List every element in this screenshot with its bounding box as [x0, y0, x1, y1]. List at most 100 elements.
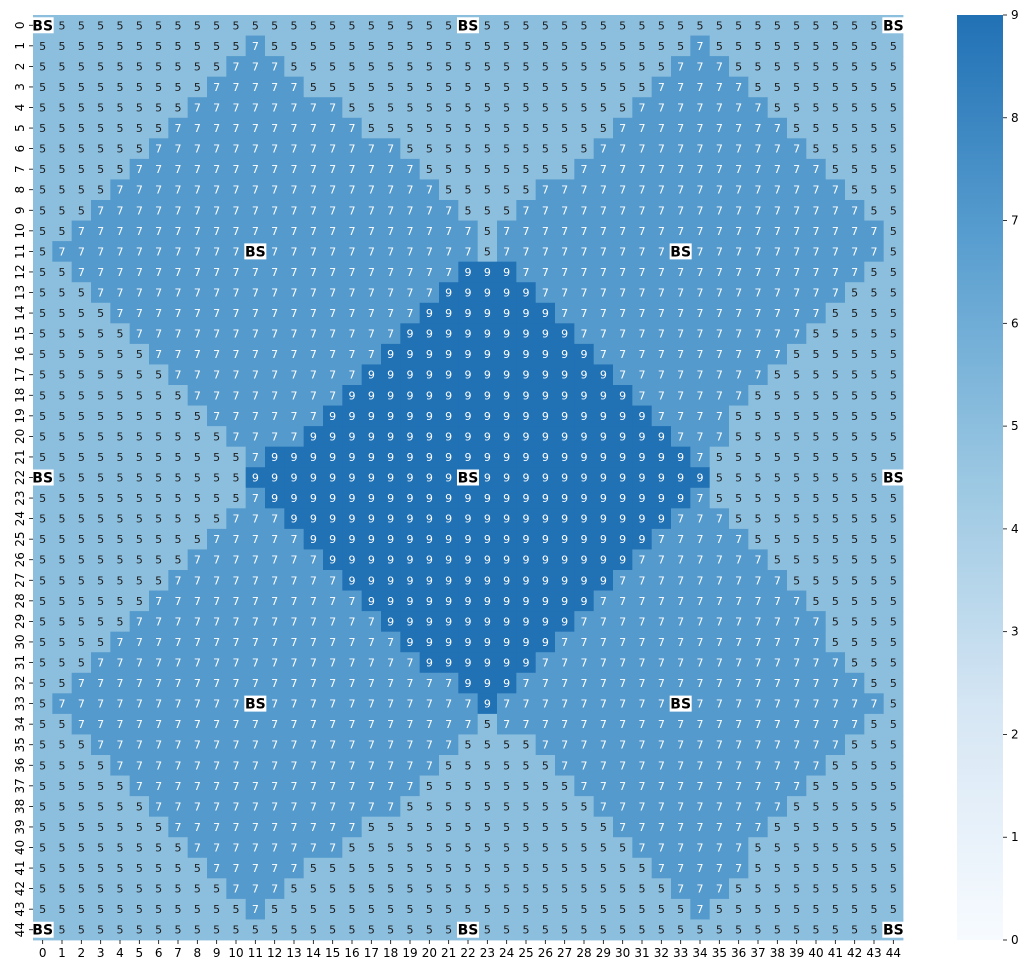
- heatmap-cell: [323, 343, 343, 365]
- heatmap-cell-value: 7: [774, 287, 781, 300]
- heatmap-cell: [535, 426, 556, 448]
- heatmap-cell: [613, 241, 633, 263]
- heatmap-cell: [439, 76, 459, 98]
- heatmap-cell-value: 7: [677, 513, 684, 526]
- heatmap-cell-value: 5: [465, 821, 472, 834]
- heatmap-cell-value: 9: [503, 266, 510, 279]
- heatmap-cell-value: 7: [117, 204, 124, 217]
- heatmap-cell: [168, 179, 189, 201]
- heatmap-cell-value: 5: [755, 81, 762, 94]
- heatmap-cell-value: 7: [581, 636, 588, 649]
- heatmap-cell: [787, 302, 807, 324]
- heatmap-cell: [787, 343, 807, 365]
- heatmap-cell: [168, 261, 189, 283]
- heatmap-cell: [748, 76, 769, 98]
- heatmap-cell-value: 5: [59, 410, 66, 423]
- heatmap-cell: [303, 138, 324, 160]
- heatmap-cell-value: 5: [194, 451, 201, 464]
- heatmap-cell: [825, 343, 846, 365]
- heatmap-cell-value: 7: [697, 492, 704, 505]
- heatmap-cell-value: 7: [252, 184, 259, 197]
- heatmap-cell: [439, 446, 459, 468]
- x-tick-label: 31: [634, 946, 649, 960]
- heatmap-cell-value: 7: [136, 677, 143, 690]
- heatmap-cell-value: 5: [890, 677, 897, 690]
- heatmap-cell-value: 5: [851, 451, 858, 464]
- heatmap-cell-value: 9: [658, 492, 665, 505]
- heatmap-cell: [593, 343, 614, 365]
- heatmap-cell: [361, 35, 382, 57]
- heatmap-cell-value: 5: [793, 19, 800, 32]
- heatmap-cell-value: 7: [677, 143, 684, 156]
- heatmap-cell-value: 7: [619, 328, 626, 341]
- heatmap-cell-value: 9: [349, 389, 356, 402]
- heatmap-cell-value: 5: [871, 102, 878, 115]
- heatmap-cell-value: 7: [523, 245, 530, 258]
- heatmap-cell-value: 7: [213, 184, 220, 197]
- heatmap-cell-value: 5: [329, 60, 336, 73]
- heatmap-cell: [168, 158, 189, 180]
- heatmap-cell: [729, 487, 749, 509]
- heatmap-cell: [845, 261, 865, 283]
- heatmap-cell: [284, 570, 305, 591]
- heatmap-cell: [883, 97, 904, 119]
- heatmap-cell: [71, 611, 92, 633]
- heatmap-cell: [555, 282, 575, 304]
- heatmap-cell-value: 7: [213, 677, 220, 690]
- heatmap-cell-value: 7: [755, 657, 762, 670]
- heatmap-cell: [632, 590, 653, 612]
- heatmap-cell: [323, 508, 343, 530]
- heatmap-cell-value: 7: [233, 800, 240, 813]
- heatmap-cell-value: 7: [175, 163, 182, 176]
- heatmap-cell: [864, 631, 885, 653]
- heatmap-cell-value: 9: [542, 307, 549, 320]
- heatmap-cell-value: 5: [813, 410, 820, 423]
- heatmap-cell-value: 5: [155, 862, 162, 875]
- heatmap-cell: [226, 487, 247, 509]
- heatmap-cell: [284, 323, 305, 345]
- heatmap-cell-value: 7: [175, 698, 182, 711]
- heatmap-cell-value: 7: [175, 184, 182, 197]
- heatmap-cell-value: 5: [503, 143, 510, 156]
- heatmap-cell-value: 7: [851, 204, 858, 217]
- heatmap-cell-value: 7: [194, 698, 201, 711]
- heatmap-cell: [361, 179, 382, 201]
- heatmap-cell-value: 5: [39, 636, 46, 649]
- heatmap-cell: [458, 487, 479, 509]
- heatmap-cell-value: 9: [465, 554, 472, 567]
- heatmap-cell: [613, 385, 633, 406]
- heatmap-cell-value: 9: [445, 328, 452, 341]
- heatmap-cell-value: 9: [445, 492, 452, 505]
- heatmap-cell: [477, 446, 498, 468]
- heatmap-cell: [381, 405, 401, 427]
- heatmap-cell-value: 9: [426, 307, 433, 320]
- heatmap-cell: [284, 117, 305, 139]
- heatmap-cell: [632, 631, 653, 653]
- heatmap-cell: [419, 220, 440, 242]
- heatmap-cell: [168, 76, 189, 98]
- heatmap-cell-value: 5: [407, 40, 414, 53]
- heatmap-cell: [535, 220, 556, 242]
- heatmap-cell: [168, 405, 189, 427]
- heatmap-cell-value: 7: [716, 657, 723, 670]
- heatmap-cell-value: 9: [465, 451, 472, 464]
- heatmap-cell-value: 9: [542, 410, 549, 423]
- heatmap-cell: [91, 261, 111, 283]
- heatmap-cell: [555, 631, 575, 653]
- heatmap-cell-value: 7: [213, 842, 220, 855]
- heatmap-cell-value: 5: [871, 842, 878, 855]
- heatmap-cell-value: 7: [832, 245, 839, 258]
- heatmap-cell-value: 5: [832, 595, 839, 608]
- heatmap-cell-value: 5: [890, 759, 897, 772]
- heatmap-cell-value: 5: [600, 122, 607, 135]
- heatmap-cell-value: 9: [523, 430, 530, 443]
- heatmap-cell: [110, 467, 131, 489]
- heatmap-cell: [245, 323, 266, 345]
- heatmap-cell-value: 5: [871, 924, 878, 937]
- heatmap-cell-value: 9: [619, 513, 626, 526]
- heatmap-cell-value: 5: [39, 533, 46, 546]
- heatmap-cell-value: 5: [484, 821, 491, 834]
- heatmap-cell: [516, 590, 537, 612]
- heatmap-cell-value: 5: [175, 883, 182, 896]
- heatmap-cell: [149, 261, 169, 283]
